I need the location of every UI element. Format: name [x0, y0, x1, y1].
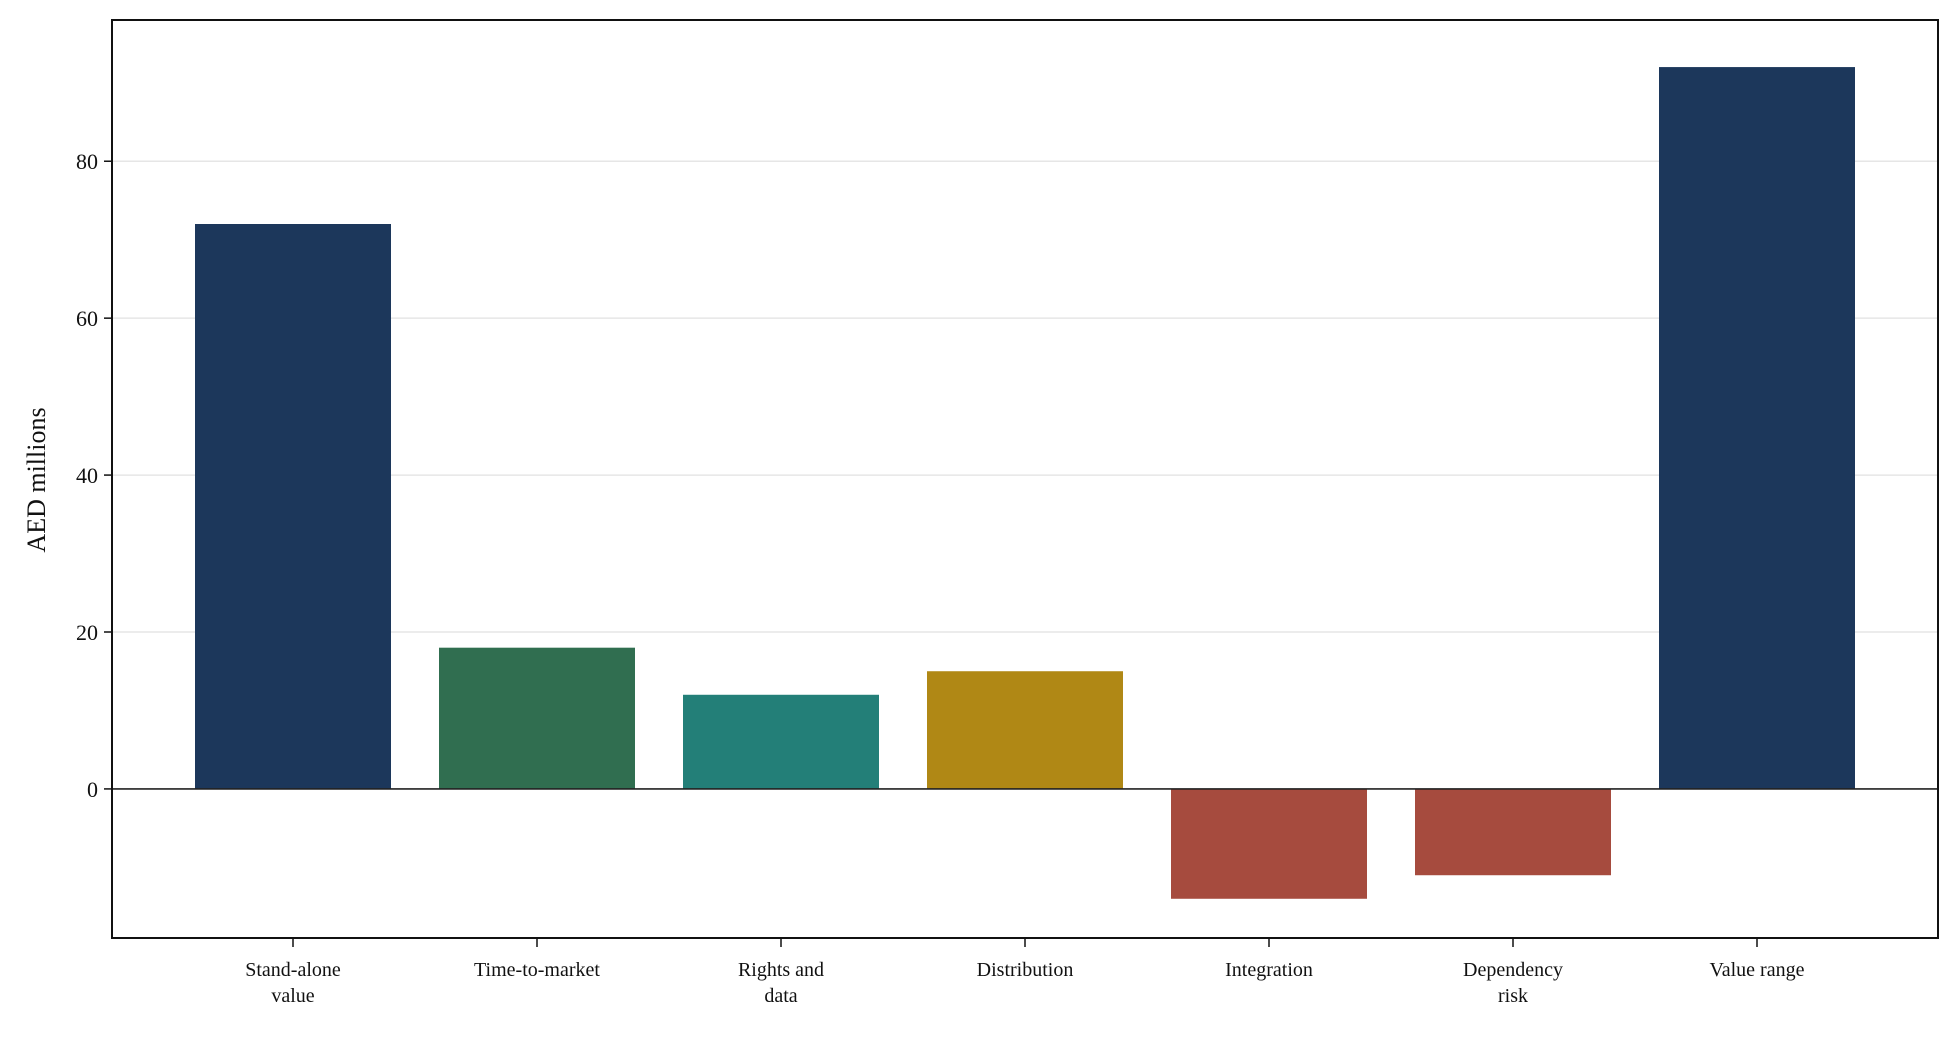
x-tick-label: Time-to-market — [474, 959, 600, 981]
x-tick-label-line: Stand-alone — [245, 959, 341, 981]
bar — [927, 671, 1123, 789]
x-tick-label: Integration — [1225, 959, 1313, 981]
grid-layer — [112, 160, 1938, 633]
x-tick-label: Stand-alone value — [245, 959, 341, 1007]
bar — [1659, 67, 1855, 789]
bar — [439, 647, 635, 789]
bar — [1415, 788, 1611, 876]
x-tick-label: Distribution — [977, 959, 1074, 981]
x-tick-label-line: Distribution — [977, 959, 1074, 981]
x-tick-label-line: data — [764, 985, 797, 1007]
y-tick-label: 0 — [87, 777, 98, 802]
x-tick-label: Rights and data — [738, 959, 824, 1007]
x-tick-label-line: value — [271, 985, 314, 1007]
x-tick-label-line: Time-to-market — [474, 959, 600, 981]
x-tick-label-line: Rights and — [738, 959, 824, 981]
x-tick-label-line: Value range — [1710, 959, 1805, 981]
x-tick-label: Value range — [1710, 959, 1805, 981]
bar-layer — [195, 67, 1855, 899]
axis-layer: 0 20 40 60 80 Stand-alone value Time-to-market R… — [76, 19, 1939, 1007]
x-tick-label: Dependency risk — [1463, 959, 1563, 1007]
y-axis-label: AED millions — [22, 407, 51, 552]
bar — [195, 224, 391, 789]
x-tick-label-line: Dependency — [1463, 959, 1563, 981]
bar — [683, 694, 879, 789]
x-tick-label-line: Integration — [1225, 959, 1313, 981]
bar — [1171, 788, 1367, 899]
y-tick-label: 60 — [76, 306, 98, 331]
y-tick-label: 80 — [76, 149, 98, 174]
y-tick-label: 40 — [76, 463, 98, 488]
y-tick-label: 20 — [76, 620, 98, 645]
x-tick-label-line: risk — [1498, 985, 1528, 1007]
